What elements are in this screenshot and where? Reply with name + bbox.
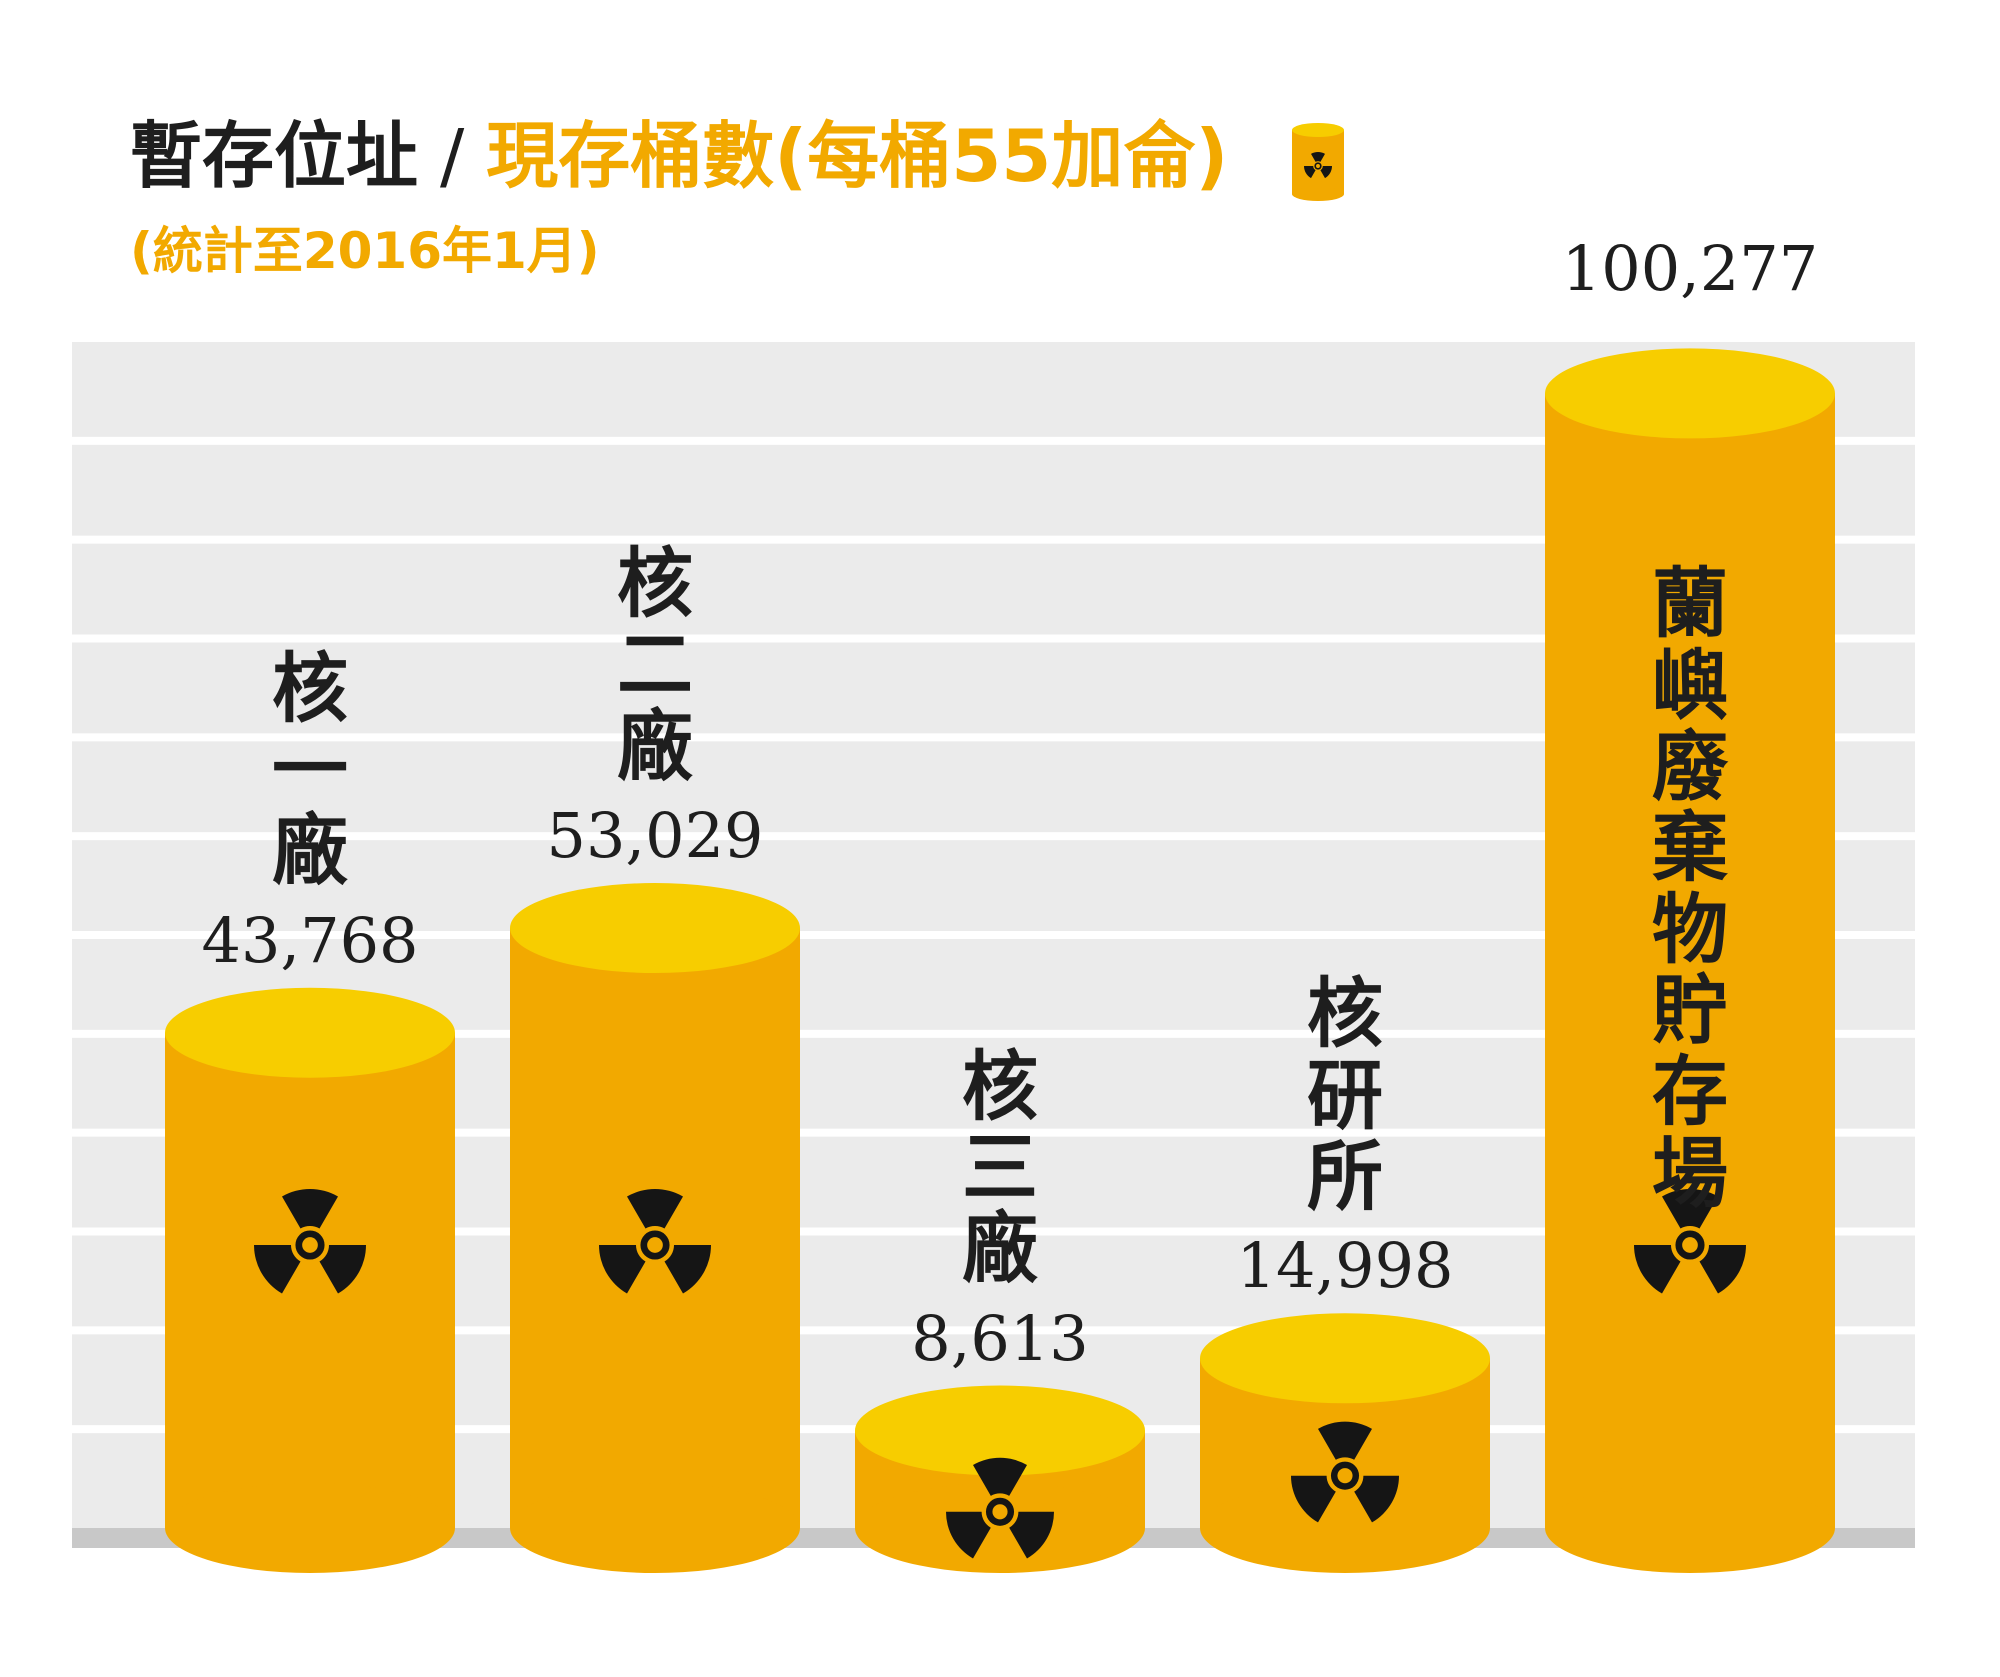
bar-top <box>855 1385 1145 1476</box>
bar-body <box>1545 393 1835 1528</box>
grid-line <box>72 1227 1915 1236</box>
grid-line <box>72 733 1915 742</box>
bar-bottom <box>855 1483 1145 1573</box>
bar-bottom <box>165 1483 455 1573</box>
value-label: 53,029 <box>546 799 764 872</box>
bar-bottom <box>1545 1483 1835 1573</box>
bar-bottom <box>1200 1483 1490 1573</box>
bar-5 <box>1545 348 1835 1573</box>
category-label-char: 核 <box>962 1041 1038 1131</box>
category-label-char: 研 <box>1307 1050 1383 1140</box>
bar-3 <box>855 1385 1145 1573</box>
category-label-char: 廢 <box>1652 722 1728 812</box>
category-label-char: 廠 <box>962 1204 1038 1294</box>
bar-1 <box>165 987 455 1573</box>
radiation-icon <box>1634 1188 1746 1294</box>
title-barrel-bottom <box>1292 187 1344 201</box>
chart-bars <box>165 348 1835 1573</box>
bar-top <box>1200 1313 1490 1404</box>
category-label-char: 存 <box>1652 1047 1728 1137</box>
radiation-icon <box>946 1457 1054 1559</box>
category-label-char: 廠 <box>617 701 693 791</box>
bar-body <box>510 928 800 1528</box>
bar-4 <box>1200 1313 1490 1573</box>
category-label-char: 嶼 <box>1652 640 1728 730</box>
chart-title: 暫存位址 / 現存桶數(每桶55加侖) <box>130 120 1228 192</box>
category-label: 核研所 <box>1285 973 1405 1217</box>
radiation-icon <box>254 1188 366 1294</box>
title-barrel-count: 現存桶數(每桶55加侖) <box>486 114 1229 198</box>
category-label-char: 棄 <box>1652 803 1728 893</box>
grid-line <box>72 535 1915 544</box>
bar-2 <box>510 883 800 1573</box>
title-barrel-body <box>1292 130 1344 194</box>
category-label-char: 一 <box>272 725 348 815</box>
category-label-char: 物 <box>1652 884 1728 974</box>
category-label-char: 核 <box>617 539 693 629</box>
grid-line <box>72 832 1915 841</box>
category-label: 核三廠 <box>940 1041 1060 1294</box>
value-label: 8,613 <box>911 1301 1089 1375</box>
grid-line <box>72 1326 1915 1335</box>
category-label-char: 三 <box>962 1122 1038 1212</box>
category-label-char: 場 <box>1652 1128 1728 1218</box>
grid-line <box>72 436 1915 445</box>
category-label-char: 核 <box>272 643 348 733</box>
category-label-char: 蘭 <box>1652 559 1728 649</box>
category-label: 蘭嶼廢棄物貯存場 <box>1630 563 1750 1214</box>
title-location: 暫存位址 <box>130 114 419 198</box>
grid-line <box>72 1128 1915 1137</box>
value-label: 43,768 <box>201 903 419 977</box>
title-barrel-icon-group <box>1292 123 1344 201</box>
chart-subtitle: (統計至2016年1月) <box>130 222 600 280</box>
category-label-char: 核 <box>1307 969 1383 1059</box>
title-separator: / <box>440 114 465 198</box>
title-radiation-icon <box>1304 152 1332 179</box>
title-barrel-top <box>1292 123 1344 137</box>
bar-top <box>510 883 800 974</box>
bar-top <box>165 987 455 1078</box>
value-label: 14,998 <box>1236 1229 1454 1303</box>
category-label: 核一廠 <box>250 648 370 892</box>
category-label-char: 所 <box>1307 1131 1383 1221</box>
bar-bottom <box>510 1483 800 1573</box>
radiation-icon <box>599 1188 711 1294</box>
bar-top <box>1545 348 1835 439</box>
category-label-char: 二 <box>617 620 693 710</box>
category-label-char: 廠 <box>272 806 348 896</box>
category-label: 核二廠 <box>595 543 715 787</box>
grid-line <box>72 634 1915 643</box>
value-label: 100,277 <box>1561 232 1819 306</box>
radiation-icon <box>1291 1421 1399 1523</box>
grid-line <box>72 931 1915 939</box>
bar-body <box>165 1032 455 1528</box>
grid-line <box>72 1029 1915 1038</box>
category-label-char: 貯 <box>1652 965 1728 1055</box>
